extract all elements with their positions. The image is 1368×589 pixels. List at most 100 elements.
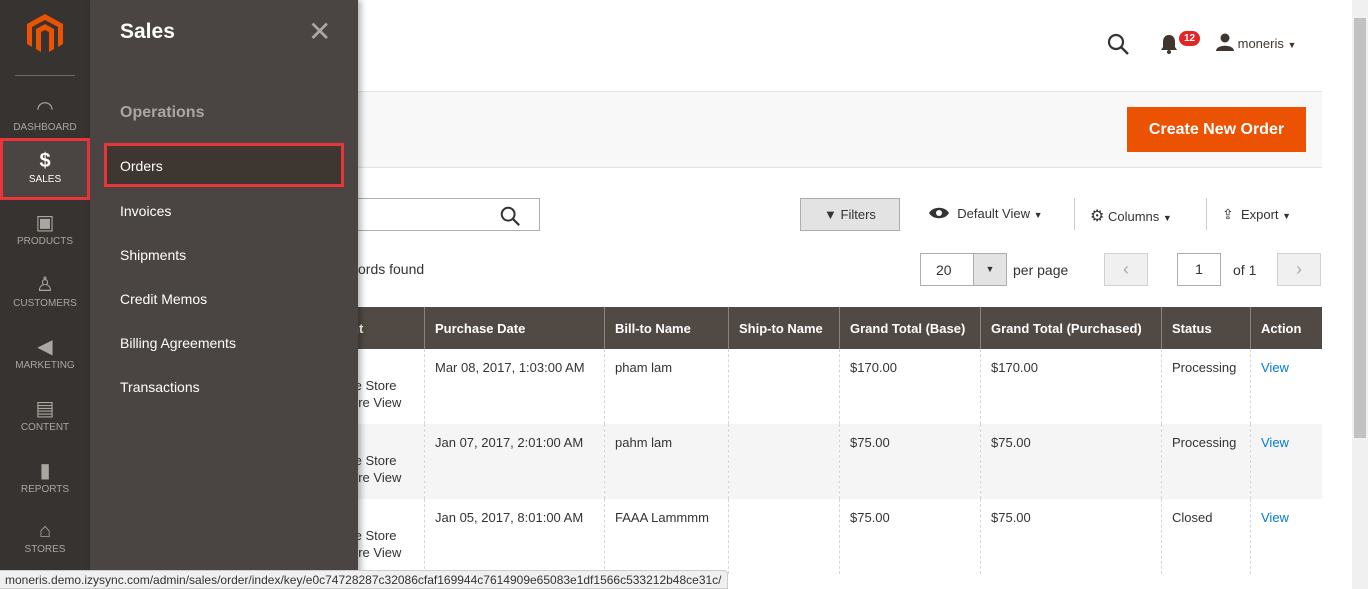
browser-status-bar: moneris.demo.izysync.com/admin/sales/ord… [0, 570, 728, 589]
column-header[interactable]: Ship-to Name [728, 307, 840, 349]
prev-page-button[interactable]: ‹ [1104, 253, 1148, 286]
chevron-down-icon[interactable]: ▼ [973, 254, 1006, 285]
box-icon: ▣ [35, 212, 55, 234]
column-header[interactable]: Grand Total (Purchased) [980, 307, 1162, 349]
nav-item-label: REPORTS [20, 484, 70, 495]
grand-total-base-cell: $170.00 [839, 349, 981, 424]
nav-item-content[interactable]: ▤ CONTENT [0, 386, 90, 448]
orders-grid: nt Purchase Date Bill-to Name Ship-to Na… [340, 307, 1322, 574]
bar-chart-icon: ▮ [39, 460, 51, 482]
nav-item-label: DASHBOARD [13, 122, 77, 133]
bell-icon[interactable] [1160, 34, 1178, 54]
scrollbar-thumb[interactable] [1354, 18, 1366, 438]
person-icon: ♙ [36, 274, 54, 296]
upload-icon: ⇪ [1222, 206, 1234, 222]
funnel-icon: ▼ [824, 207, 837, 222]
ship-to-cell [728, 349, 840, 424]
sales-submenu: Sales ✕ Operations Orders Invoices Shipmen… [90, 0, 358, 589]
nav-item-sales[interactable]: $ SALES [0, 138, 90, 200]
store-icon: ⌂ [38, 520, 52, 542]
close-icon[interactable]: ✕ [308, 16, 332, 47]
nav-item-stores[interactable]: ⌂ STORES [0, 508, 90, 570]
nav-item-label: PRODUCTS [16, 236, 74, 247]
grand-total-purchased-cell: $75.00 [980, 424, 1162, 499]
nav-item-customers[interactable]: ♙ CUSTOMERS [0, 262, 90, 324]
per-page-label: per page [1013, 262, 1069, 278]
nav-item-label: CUSTOMERS [13, 298, 77, 309]
eye-icon [929, 207, 949, 219]
bill-to-cell: pham lam [604, 349, 729, 424]
chevron-down-icon: ▼ [1033, 210, 1043, 220]
search-icon[interactable] [1106, 32, 1130, 56]
filters-button[interactable]: ▼ Filters [800, 198, 900, 231]
layout-icon: ▤ [35, 398, 55, 420]
user-name: moneris [1237, 36, 1284, 51]
action-cell: View [1250, 349, 1322, 424]
column-header[interactable]: Action [1250, 307, 1322, 349]
magento-logo[interactable] [27, 14, 63, 54]
nav-item-dashboard[interactable]: ◠ DASHBOARD [0, 86, 90, 148]
chevron-down-icon: ▼ [1162, 213, 1172, 223]
divider [15, 75, 75, 76]
view-link[interactable]: View [1261, 435, 1289, 450]
ship-to-cell [728, 499, 840, 574]
page-total: of 1 [1233, 262, 1257, 278]
submenu-item-orders[interactable]: Orders [104, 143, 344, 187]
ship-to-cell [728, 424, 840, 499]
purchase-date-cell: Jan 05, 2017, 8:01:00 AM [424, 499, 605, 574]
default-view-dropdown[interactable]: Default View ▼ [928, 206, 1043, 221]
admin-nav: ◠ DASHBOARD $ SALES ▣ PRODUCTS ♙ CUSTOMERS ◀ MARK… [0, 0, 90, 589]
page-input[interactable]: 1 [1177, 253, 1221, 286]
grand-total-base-cell: $75.00 [839, 424, 981, 499]
column-header[interactable]: Bill-to Name [604, 307, 729, 349]
nav-item-reports[interactable]: ▮ REPORTS [0, 448, 90, 510]
user-icon [1216, 33, 1234, 51]
notification-badge: 12 [1178, 30, 1202, 47]
columns-dropdown[interactable]: ⚙︎ Columns ▼ [1090, 208, 1172, 225]
purchase-date-cell: Mar 08, 2017, 1:03:00 AM [424, 349, 605, 424]
bill-to-cell: pahm lam [604, 424, 729, 499]
grand-total-purchased-cell: $170.00 [980, 349, 1162, 424]
nav-item-label: SALES [28, 174, 62, 185]
column-header[interactable]: Status [1161, 307, 1251, 349]
view-link[interactable]: View [1261, 510, 1289, 525]
submenu-item[interactable]: Billing Agreements [120, 335, 236, 351]
grand-total-base-cell: $75.00 [839, 499, 981, 574]
chevron-down-icon: ▼ [1282, 211, 1292, 221]
table-row: te Store ore View Jan 05, 2017, 8:01:00 A… [340, 499, 1322, 574]
view-link[interactable]: View [1261, 360, 1289, 375]
next-page-button[interactable]: › [1277, 253, 1321, 286]
export-dropdown[interactable]: ⇪ Export ▼ [1222, 206, 1292, 222]
submenu-item[interactable]: Shipments [120, 247, 187, 263]
dashboard-icon: ◠ [36, 98, 54, 120]
nav-item-label: STORES [24, 544, 66, 555]
submenu-item[interactable]: Invoices [120, 203, 172, 219]
submenu-item[interactable]: Transactions [120, 379, 200, 395]
megaphone-icon: ◀ [37, 336, 53, 358]
column-header[interactable]: Grand Total (Base) [839, 307, 981, 349]
search-icon[interactable] [499, 205, 521, 227]
grand-total-purchased-cell: $75.00 [980, 499, 1162, 574]
nav-item-label: MARKETING [15, 360, 75, 371]
dollar-icon: $ [39, 150, 51, 172]
submenu-section: Operations [120, 104, 205, 121]
purchase-date-cell: Jan 07, 2017, 2:01:00 AM [424, 424, 605, 499]
divider [1074, 198, 1075, 230]
status-cell: Processing [1161, 424, 1251, 499]
column-header[interactable]: Purchase Date [424, 307, 605, 349]
records-found: ords found [358, 261, 425, 277]
nav-item-marketing[interactable]: ◀ MARKETING [0, 324, 90, 386]
status-cell: Closed [1161, 499, 1251, 574]
table-row: te Store ore View Jan 07, 2017, 2:01:00 A… [340, 424, 1322, 499]
nav-item-label: CONTENT [20, 422, 70, 433]
nav-item-products[interactable]: ▣ PRODUCTS [0, 200, 90, 262]
create-new-order-button[interactable]: Create New Order [1127, 107, 1306, 152]
user-menu[interactable]: moneris ▼ [1216, 33, 1296, 51]
gear-icon: ⚙︎ [1090, 208, 1105, 225]
bill-to-cell: FAAA Lammmm [604, 499, 729, 574]
search-input[interactable] [340, 198, 540, 231]
submenu-item[interactable]: Credit Memos [120, 291, 208, 307]
per-page-select[interactable]: 20 ▼ [920, 253, 1007, 286]
status-cell: Processing [1161, 349, 1251, 424]
action-cell: View [1250, 424, 1322, 499]
